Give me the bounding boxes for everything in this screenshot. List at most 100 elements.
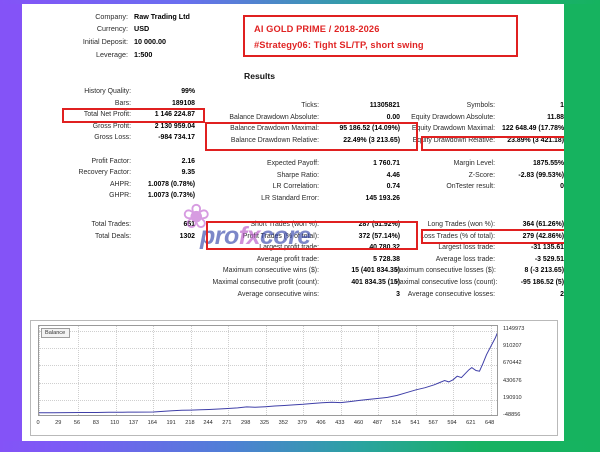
stats-value: 1.0073 (0.73%) [147, 192, 195, 200]
chart-x-tick-label: 191 [166, 420, 176, 426]
account-row-label: Leverage: [96, 49, 128, 59]
balance-chart-panel: Balance 1149973 910207 670442 430676 190910 -… [30, 320, 558, 436]
account-row-value: USD [134, 24, 150, 34]
stats-label: Balance Drawdown Maximal: [230, 125, 319, 133]
stats-label: Largest loss trade: [438, 244, 495, 252]
stats-value: 401 834.35 (15) [351, 279, 400, 286]
chart-gridline [78, 326, 80, 415]
stats-spacer [204, 146, 400, 158]
chart-gridline [190, 326, 192, 415]
chart-vertical-gridlines [39, 326, 497, 415]
stats-label: Average loss trade: [435, 255, 495, 263]
chart-gridline [227, 326, 229, 415]
stats-label: Short Trades (won %): [250, 221, 319, 229]
stats-row: Maximum consecutive losses ($): 8 (-3 213… [394, 265, 564, 277]
stats-label: Average consecutive wins: [237, 290, 319, 298]
stats-column-equity-dd: Symbols: 1 Equity Drawdown Absolute: 11.88 E… [394, 100, 564, 192]
stats-label: Average consecutive losses: [407, 290, 495, 298]
stats-label: AHPR: [109, 180, 131, 188]
stats-row: Balance Drawdown Relative: 22.49% (3 213.… [204, 135, 400, 147]
chart-horizontal-gridlines [39, 326, 497, 415]
stats-row: Gross Loss: -984 734.17 [30, 132, 202, 144]
stats-label: Total Trades: [91, 221, 131, 229]
stats-label: Total Deals: [95, 232, 131, 240]
stats-value: 0.00 [386, 113, 400, 121]
decorative-right-border [564, 0, 600, 452]
account-row: Currency: USD [52, 23, 227, 36]
account-row-value: Raw Trading Ltd [134, 11, 190, 21]
chart-y-axis-labels: 1149973 910207 670442 430676 190910 -48856 [501, 321, 557, 420]
stats-value: 1 146 224.87 [154, 111, 195, 119]
stats-value: -3 529.51 [534, 255, 564, 263]
stats-label: Maximal consecutive loss (count): [394, 279, 498, 286]
chart-x-tick-label: 164 [147, 420, 157, 426]
stats-row: Total Deals: 1302 [30, 231, 202, 243]
chart-x-tick-label: 514 [391, 420, 401, 426]
stats-row: Balance Drawdown Absolute: 0.00 [204, 112, 400, 124]
chart-gridline [453, 326, 454, 415]
stats-label: Loss Trades (% of total): [420, 232, 495, 240]
stats-row: Margin Level: 1875.55% [394, 158, 564, 170]
stats-row: Largest loss trade: -31 135.61 [394, 242, 564, 254]
chart-x-tick-label: 325 [259, 420, 270, 426]
chart-gridline [39, 326, 40, 415]
stats-row: Gross Profit: 2 130 959.04 [30, 121, 202, 133]
account-header: Company: Raw Trading Ltd Currency: USD Initi… [52, 10, 227, 60]
stats-label: Largest profit trade: [259, 244, 319, 252]
stats-column-balance-dd: Ticks: 11305821 Balance Drawdown Absolute:… [204, 100, 400, 204]
stats-value: 372 (57.14%) [358, 232, 400, 240]
chart-y-tick-label: 190910 [503, 394, 522, 401]
balance-chart-plot: Balance [38, 325, 498, 416]
stats-spacer [30, 144, 202, 156]
stats-label: Gross Loss: [94, 134, 131, 142]
stats-row: Profit Trades (% of total): 372 (57.14%) [204, 231, 400, 243]
account-row: Leverage: 1:500 [52, 48, 227, 61]
stats-row: LR Standard Error: 145 193.26 [204, 192, 400, 204]
stats-value: 1302 [179, 232, 195, 240]
stats-label: OnTester result: [446, 183, 495, 191]
stats-label: Profit Trades (% of total): [242, 232, 319, 240]
stats-row: Profit Factor: 2.16 [30, 155, 202, 167]
chart-x-tick-label: 594 [447, 420, 457, 426]
stats-column-performance: History Quality: 99% Bars: 189108 Total Net … [30, 86, 202, 201]
chart-y-tick-label: 430676 [503, 377, 522, 384]
chart-x-tick-label: 137 [128, 420, 139, 426]
chart-x-axis-labels: 0 29 56 83 110 137 164 191 218 244 271 298 325 352 379… [36, 418, 500, 432]
stats-value: 2 130 959.04 [154, 122, 195, 130]
chart-gridline [39, 331, 497, 333]
stats-value: 2 [560, 290, 564, 298]
stats-row: Balance Drawdown Maximal: 95 186.52 (14.0… [204, 123, 400, 135]
chart-x-tick-label: 406 [316, 420, 326, 426]
chart-gridline [115, 326, 117, 415]
stats-row: History Quality: 99% [30, 86, 202, 98]
annotation-line-1: AI GOLD PRIME / 2018-2026 [254, 24, 380, 34]
stats-value: 3 [396, 290, 400, 298]
stats-row: Equity Drawdown Absolute: 11.88 [394, 112, 564, 124]
chart-x-tick-label: 218 [185, 420, 195, 426]
stats-label: Profit Factor: [91, 157, 131, 165]
stats-row: Average consecutive losses: 2 [394, 288, 564, 300]
chart-gridline [490, 326, 492, 415]
page-title: Results [244, 71, 276, 81]
stats-row: Maximal consecutive profit (count): 401 8… [204, 277, 400, 289]
stats-value: 279 (42.86%) [522, 232, 564, 240]
chart-legend: Balance [41, 328, 71, 338]
decorative-left-border [0, 0, 22, 452]
chart-x-tick-label: 567 [428, 420, 438, 426]
stats-column-trade-counts: Total Trades: 651 Total Deals: 1302 [30, 219, 202, 242]
stats-spacer [394, 146, 564, 158]
chart-x-tick-label: 541 [410, 420, 420, 426]
stats-label: Margin Level: [453, 160, 495, 167]
stats-column-profit-trades: Short Trades (won %): 287 (51.92%) Profit … [204, 219, 400, 300]
account-row: Initial Deposit: 10 000.00 [52, 35, 227, 48]
stats-label: Symbols: [466, 102, 495, 110]
stats-row: AHPR: 1.0078 (0.78%) [30, 178, 202, 190]
stats-row: Short Trades (won %): 287 (51.92%) [204, 219, 400, 231]
stats-value: -2.83 (99.53%) [518, 171, 564, 179]
chart-x-tick-label: 110 [110, 420, 120, 426]
annotation-line-2: #Strategy06: Tight SL/TP, short swing [254, 40, 424, 50]
stats-value: 15 (401 834.35) [351, 267, 400, 275]
stats-row: Recovery Factor: 9.35 [30, 167, 202, 179]
decorative-top-border [0, 0, 600, 4]
stats-value: 11305821 [369, 102, 400, 110]
